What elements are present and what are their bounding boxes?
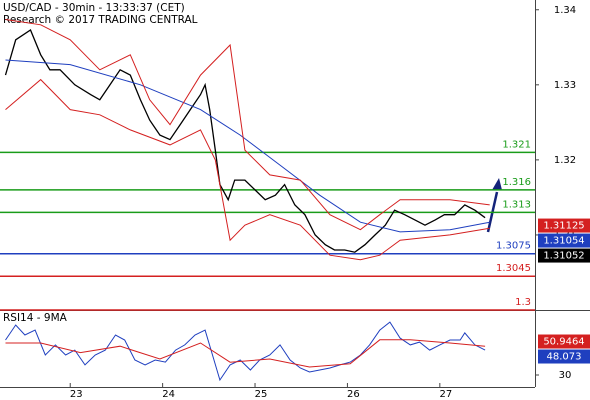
price-marker-label: 48.073 [547, 352, 582, 363]
series-line [5, 59, 490, 233]
price-marker-label: 1.31054 [543, 236, 584, 247]
x-tick-label: 24 [162, 389, 175, 400]
series-line [5, 19, 490, 231]
x-tick-label: 26 [347, 389, 360, 400]
level-label: 1.321 [502, 139, 531, 150]
series-line [5, 78, 490, 261]
level-label: 1.3045 [496, 263, 531, 274]
level-label: 1.313 [502, 199, 531, 210]
x-tick-label: 27 [439, 389, 452, 400]
x-tick-label: 23 [70, 389, 83, 400]
level-label: 1.3 [515, 297, 531, 308]
chart-subtitle: Research © 2017 TRADING CENTRAL [3, 14, 198, 26]
series-line [4, 29, 486, 253]
chart-title: USD/CAD - 30min - 13:33:37 (CET) [3, 2, 185, 14]
series-line [5, 339, 486, 368]
price-marker [538, 349, 590, 364]
price-marker [538, 334, 590, 349]
level-label: 1.316 [502, 177, 531, 188]
rsi-title: RSI14 - 9MA [3, 312, 68, 324]
price-marker-label: 1.31052 [543, 251, 584, 262]
series-line [5, 321, 486, 382]
y-tick-label: 1.32 [554, 155, 576, 166]
price-marker-label: 50.9464 [543, 337, 584, 348]
price-marker [538, 233, 590, 248]
y-tick-label: 1.34 [554, 5, 576, 16]
x-tick-label: 25 [255, 389, 268, 400]
price-marker-label: 1.31125 [543, 221, 584, 232]
y-tick-label: 30 [559, 370, 572, 381]
price-marker [538, 218, 590, 233]
price-marker [538, 248, 590, 263]
level-label: 1.3075 [496, 241, 531, 252]
y-tick-label: 1.33 [554, 80, 576, 91]
